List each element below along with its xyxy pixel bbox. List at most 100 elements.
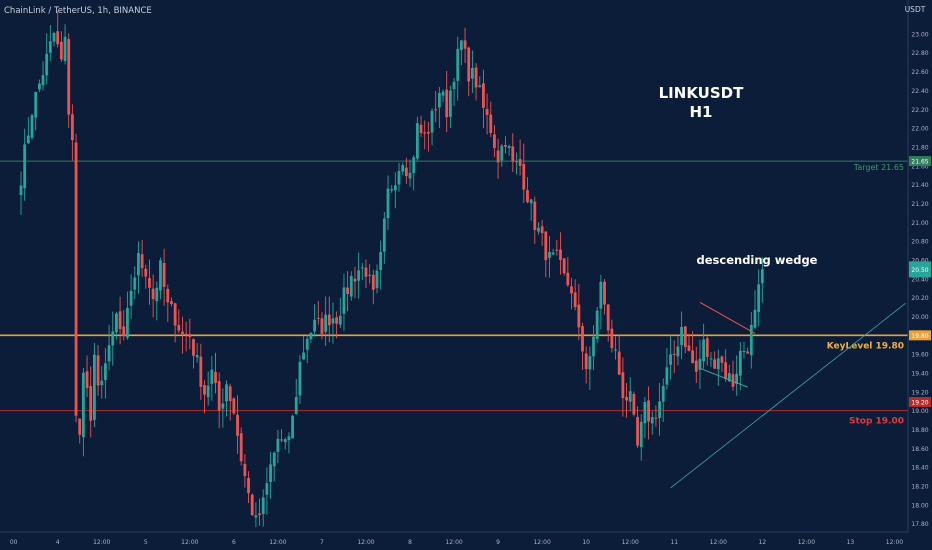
price-tick-label: 22.60 — [911, 69, 928, 76]
candle-body — [302, 352, 305, 360]
candle-body — [335, 317, 339, 324]
time-axis[interactable]: 00 4 12:00 5 12:00 6 12:00 7 12:00 8 12:00 9 12:00 10… — [0, 531, 908, 546]
axis-badges: 21.65 19.80 19.20 20.50 — [909, 156, 931, 407]
candle-body — [705, 338, 709, 358]
symbol-title: ChainLink / TetherUS, 1h, BINANCE — [4, 6, 152, 16]
candle-body — [137, 252, 140, 276]
candle-body — [26, 135, 30, 144]
candle-body — [680, 327, 683, 345]
candle-body — [357, 270, 361, 281]
candle-body — [500, 145, 504, 161]
candle-body — [261, 497, 265, 515]
candle-body — [577, 304, 581, 328]
candle-body — [148, 278, 151, 288]
level-badge-target — [909, 156, 931, 167]
candle-body — [742, 350, 746, 353]
time-tick-label: 9 — [496, 539, 500, 546]
level-badge-keylevel — [909, 330, 931, 341]
candle-body — [30, 115, 34, 138]
candle-body — [757, 284, 761, 313]
candle-body — [533, 201, 537, 230]
price-tick-label: 22.00 — [911, 126, 928, 133]
price-tick-label: 22.80 — [911, 50, 928, 57]
candle-body — [254, 515, 258, 518]
level-badge-stop — [909, 397, 931, 407]
candle-body — [676, 346, 680, 357]
candle-body — [111, 331, 115, 346]
candle-body — [386, 188, 390, 219]
candle-body — [467, 47, 471, 82]
candle-body — [419, 124, 423, 134]
time-tick-label: 8 — [408, 539, 412, 546]
price-tick-label: 20.00 — [911, 314, 928, 321]
candle-body — [724, 362, 728, 380]
candle-body — [225, 384, 228, 402]
candle-body — [555, 249, 559, 251]
candle-body — [603, 281, 606, 305]
candle-body — [573, 292, 577, 308]
candle-body — [485, 108, 489, 115]
candle-body — [537, 227, 540, 232]
candle-body — [515, 161, 518, 163]
candle-body — [353, 278, 357, 282]
drawings — [670, 301, 906, 489]
candle-body — [19, 185, 23, 195]
candle-body — [283, 439, 287, 443]
candle-body — [327, 314, 331, 326]
candle-body — [63, 36, 67, 61]
time-tick-label: 13 — [847, 539, 855, 546]
candle-body — [320, 318, 324, 334]
candle-body — [746, 351, 750, 354]
time-tick-label: 00 — [10, 539, 18, 546]
candle-body — [478, 85, 482, 88]
candle-body — [408, 172, 412, 179]
candle-body — [687, 345, 691, 351]
price-tick-label: 20.80 — [911, 239, 928, 246]
candle-body — [493, 134, 496, 148]
time-tick-label: 12:00 — [798, 539, 815, 546]
last-price-badge — [909, 261, 931, 278]
candle-body — [489, 114, 493, 133]
candle-body — [214, 371, 217, 384]
candle-body — [313, 319, 316, 332]
candle-body — [382, 218, 386, 252]
candle-body — [559, 249, 562, 260]
candle-body — [430, 110, 434, 133]
candle-body — [628, 391, 632, 402]
candle-body — [375, 270, 379, 289]
candle-body — [404, 167, 408, 177]
candle-body — [184, 333, 188, 336]
last-price-badge-text: 20.50 — [911, 267, 928, 274]
candle-body — [346, 287, 350, 295]
price-tick-label: 21.60 — [911, 163, 928, 170]
wedge-lower-line — [699, 367, 748, 388]
candle-body — [482, 83, 485, 108]
candle-body — [474, 67, 478, 88]
candle-body — [610, 328, 614, 349]
time-tick-label: 10 — [582, 539, 590, 546]
candle-body — [643, 402, 647, 424]
candle-body — [452, 81, 456, 90]
ascending-trendline — [670, 302, 906, 489]
price-tick-label: 17.80 — [911, 521, 928, 528]
candle-body — [434, 109, 438, 111]
candle-body — [665, 367, 669, 385]
candle-body — [269, 464, 272, 483]
candle-body — [661, 385, 665, 402]
candle-body — [647, 400, 650, 422]
candle-body — [236, 414, 239, 436]
time-tick-label: 12:00 — [533, 539, 550, 546]
candle-body — [720, 356, 724, 363]
candle-body — [518, 159, 522, 166]
candle-body — [423, 132, 427, 134]
candle-body — [570, 286, 573, 294]
time-tick-label: 4 — [56, 539, 60, 546]
candle-body — [140, 254, 144, 269]
candle-body — [412, 157, 416, 174]
candle-body — [511, 146, 515, 162]
level-badge-text-keylevel: 19.80 — [911, 333, 928, 340]
candle-body — [107, 345, 111, 362]
candle-body — [636, 417, 639, 446]
candle-body — [188, 333, 192, 337]
